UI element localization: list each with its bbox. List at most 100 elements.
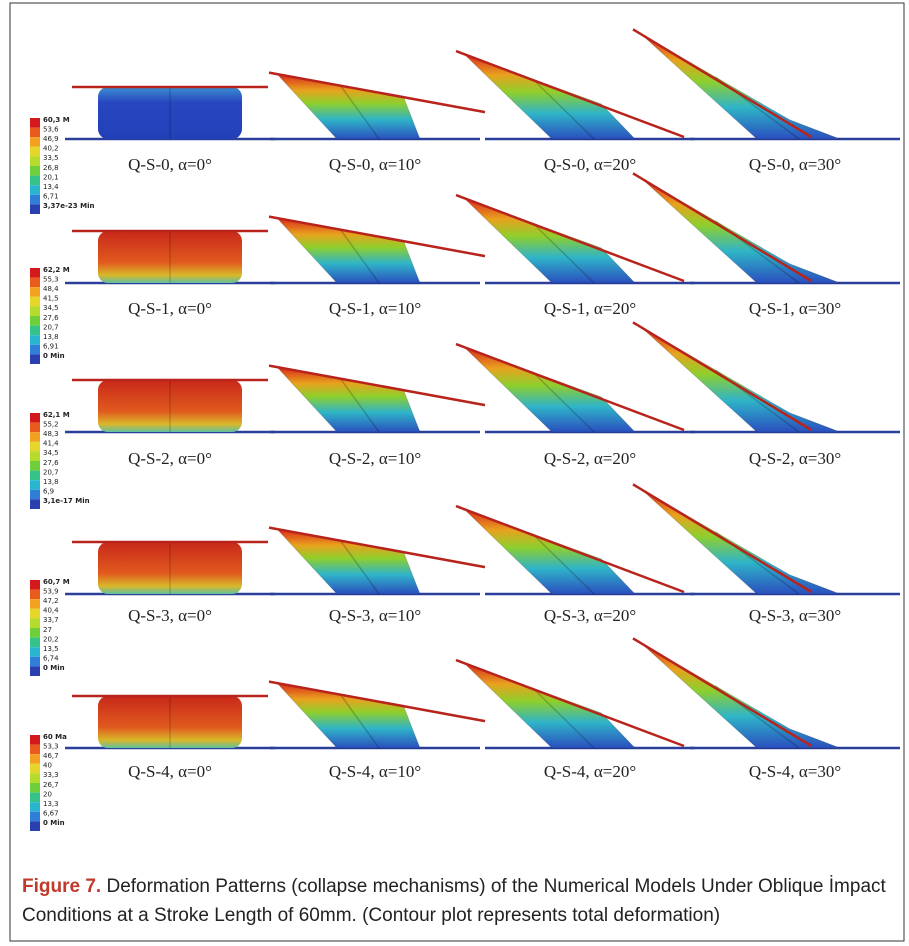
legend-swatch	[30, 451, 40, 461]
legend-swatch	[30, 176, 40, 186]
legend-label: 53,6	[43, 125, 59, 133]
legend-swatch	[30, 316, 40, 326]
panel-caption: Q-S-2, α=30°	[749, 449, 841, 468]
frame	[10, 3, 904, 941]
legend-label: 6,71	[43, 193, 59, 201]
panel-caption: Q-S-0, α=0°	[128, 155, 212, 174]
legend-label: 13,8	[43, 478, 59, 486]
legend-swatch	[30, 480, 40, 490]
legend-swatch	[30, 278, 40, 288]
legend-label: 40,2	[43, 145, 59, 153]
impactor	[633, 29, 811, 137]
legend-swatch	[30, 666, 40, 676]
legend-swatch	[30, 812, 40, 822]
specimen	[464, 509, 635, 594]
panel-caption: Q-S-2, α=10°	[329, 449, 421, 468]
caption-label: Figure 7.	[22, 876, 101, 897]
specimen	[464, 54, 635, 139]
legend-swatch	[30, 628, 40, 638]
legend-label: 0 Min	[43, 352, 65, 360]
legend-label: 6,9	[43, 488, 54, 496]
legend-swatch	[30, 618, 40, 628]
legend-label: 60 Ma	[43, 733, 67, 741]
legend-label: 13,5	[43, 645, 59, 653]
legend-swatch	[30, 287, 40, 297]
legend-swatch	[30, 326, 40, 336]
specimen	[464, 663, 635, 748]
legend-swatch	[30, 354, 40, 364]
panel-caption: Q-S-3, α=30°	[749, 606, 841, 625]
legend-swatch	[30, 204, 40, 214]
panel-caption: Q-S-1, α=0°	[128, 299, 212, 318]
legend-swatch	[30, 147, 40, 157]
impactor	[633, 638, 811, 746]
legend-swatch	[30, 137, 40, 147]
legend-label: 34,5	[43, 304, 59, 312]
legend-label: 55,2	[43, 420, 59, 428]
legend-label: 33,5	[43, 154, 59, 162]
legend-label: 26,7	[43, 781, 59, 789]
panel-caption: Q-S-4, α=0°	[128, 762, 212, 781]
figure: 60,3 M53,646,940,233,526,820,113,46,713,…	[0, 0, 909, 946]
legend-label: 33,7	[43, 616, 59, 624]
legend-label: 20	[43, 790, 52, 798]
page: 60,3 M53,646,940,233,526,820,113,46,713,…	[0, 0, 909, 946]
panel-caption: Q-S-4, α=30°	[749, 762, 841, 781]
panel-caption: Q-S-4, α=10°	[329, 762, 421, 781]
legend-label: 46,7	[43, 752, 59, 760]
legend-swatch	[30, 442, 40, 452]
panel-caption: Q-S-0, α=10°	[329, 155, 421, 174]
legend-swatch	[30, 580, 40, 590]
legend-swatch	[30, 306, 40, 316]
specimen	[277, 683, 420, 748]
panel-caption: Q-S-3, α=0°	[128, 606, 212, 625]
legend-swatch	[30, 754, 40, 764]
legend-swatch	[30, 638, 40, 648]
legend-label: 6,91	[43, 343, 59, 351]
legend-label: 48,4	[43, 285, 59, 293]
legend-swatch	[30, 773, 40, 783]
specimen	[464, 347, 635, 432]
legend-swatch	[30, 297, 40, 307]
legend-label: 0 Min	[43, 664, 65, 672]
legend-swatch	[30, 128, 40, 138]
specimen	[641, 643, 840, 748]
legend-label: 20,1	[43, 173, 59, 181]
legend-label: 41,5	[43, 295, 59, 303]
legend-swatch	[30, 735, 40, 745]
legend-swatch	[30, 821, 40, 831]
legend-label: 34,5	[43, 449, 59, 457]
legend-swatch	[30, 657, 40, 667]
legend-label: 47,2	[43, 597, 59, 605]
panel-caption: Q-S-1, α=30°	[749, 299, 841, 318]
legend-label: 26,8	[43, 164, 59, 172]
legend-label: 13,4	[43, 183, 59, 191]
legend-swatch	[30, 156, 40, 166]
legend-swatch	[30, 413, 40, 423]
legend-swatch	[30, 345, 40, 355]
legend-label: 40	[43, 762, 52, 770]
legend-label: 20,7	[43, 468, 59, 476]
impactor	[633, 484, 811, 592]
legend-label: 27,6	[43, 459, 59, 467]
legend-label: 20,7	[43, 323, 59, 331]
legend-label: 48,3	[43, 430, 59, 438]
legend-swatch	[30, 335, 40, 345]
specimen	[641, 34, 840, 139]
specimen	[641, 327, 840, 432]
specimen	[641, 178, 840, 283]
legend-label: 55,3	[43, 275, 59, 283]
legend-swatch	[30, 647, 40, 657]
panel-caption: Q-S-2, α=20°	[544, 449, 636, 468]
legend-label: 13,3	[43, 800, 59, 808]
legend-swatch	[30, 471, 40, 481]
legend-swatch	[30, 793, 40, 803]
legend-label: 62,1 M	[43, 411, 70, 419]
legend-label: 53,9	[43, 587, 59, 595]
legend-label: 46,9	[43, 135, 59, 143]
legend-label: 40,4	[43, 607, 59, 615]
legend-label: 62,2 M	[43, 266, 70, 274]
legend-label: 6,74	[43, 655, 59, 663]
legend-swatch	[30, 802, 40, 812]
specimen	[641, 489, 840, 594]
